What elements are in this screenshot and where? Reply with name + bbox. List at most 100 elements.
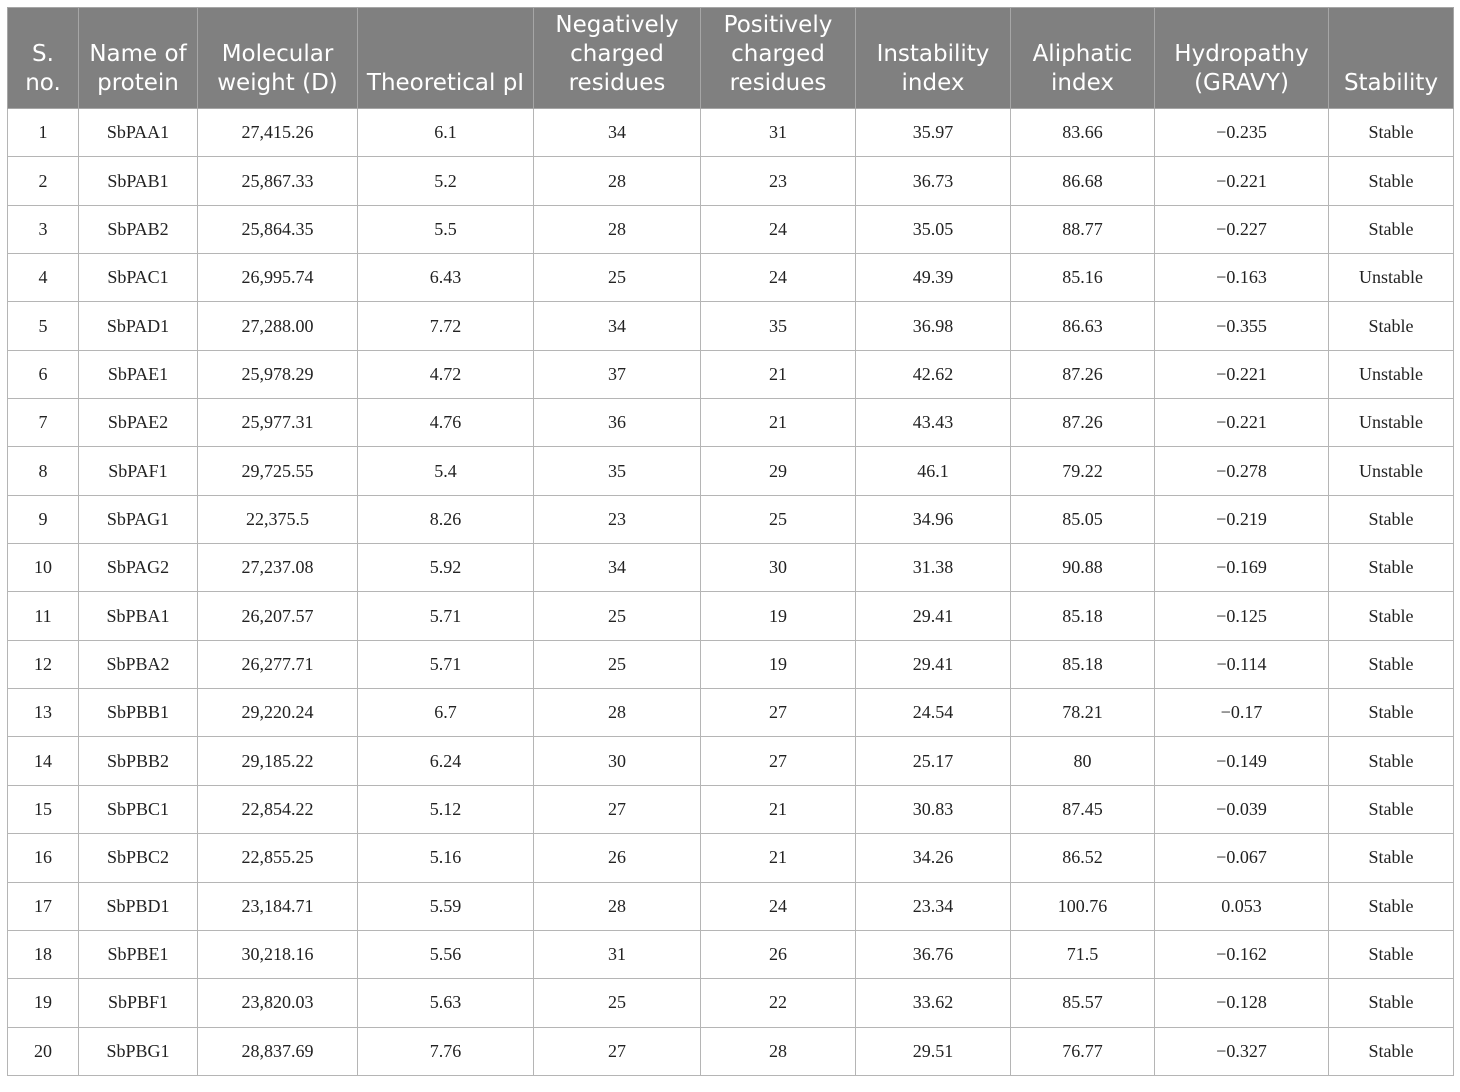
cell-hydropathy: −0.327 — [1154, 1026, 1329, 1076]
cell-serial-number: 14 — [7, 736, 79, 786]
cell-positive-residues: 25 — [700, 494, 856, 545]
cell-protein-name: SbPAG1 — [78, 494, 198, 545]
cell-molecular-weight: 22,854.22 — [197, 784, 358, 835]
cell-aliphatic-index: 78.21 — [1010, 688, 1155, 738]
cell-theoretical-pi: 6.1 — [357, 107, 534, 158]
cell-serial-number: 19 — [7, 978, 79, 1028]
cell-positive-residues: 24 — [700, 204, 856, 255]
cell-aliphatic-index: 86.52 — [1010, 833, 1155, 883]
cell-protein-name: SbPBA2 — [78, 639, 198, 690]
cell-negative-residues: 28 — [533, 881, 701, 931]
cell-instability-index: 42.62 — [855, 349, 1011, 400]
cell-aliphatic-index: 85.57 — [1010, 978, 1155, 1028]
cell-serial-number: 13 — [7, 688, 79, 738]
cell-negative-residues: 25 — [533, 639, 701, 690]
protein-properties-table-container: S. no. Name of protein Molecular weight (D… — [7, 7, 1454, 1076]
table-row: 12 SbPBA2 26,277.71 5.71 25 19 29.41 85.18 −0.11… — [7, 639, 1454, 690]
cell-molecular-weight: 29,185.22 — [197, 736, 358, 786]
cell-molecular-weight: 23,184.71 — [197, 881, 358, 931]
cell-instability-index: 36.73 — [855, 156, 1011, 206]
cell-theoretical-pi: 5.92 — [357, 543, 534, 593]
cell-negative-residues: 30 — [533, 736, 701, 786]
cell-positive-residues: 35 — [700, 301, 856, 351]
cell-instability-index: 29.41 — [855, 591, 1011, 641]
cell-theoretical-pi: 5.59 — [357, 881, 534, 931]
cell-positive-residues: 19 — [700, 591, 856, 641]
cell-molecular-weight: 26,207.57 — [197, 591, 358, 641]
cell-aliphatic-index: 79.22 — [1010, 446, 1155, 496]
cell-hydropathy: −0.162 — [1154, 929, 1329, 980]
cell-positive-residues: 24 — [700, 253, 856, 303]
cell-serial-number: 10 — [7, 543, 79, 593]
cell-instability-index: 35.05 — [855, 204, 1011, 255]
cell-instability-index: 36.98 — [855, 301, 1011, 351]
table-row: 18 SbPBE1 30,218.16 5.56 31 26 36.76 71.5 −0.162… — [7, 929, 1454, 980]
column-header-theoretical-pi: Theoretical pI — [357, 7, 534, 109]
cell-positive-residues: 24 — [700, 881, 856, 931]
cell-serial-number: 11 — [7, 591, 79, 641]
cell-stability: Unstable — [1328, 349, 1454, 400]
table-row: 9 SbPAG1 22,375.5 8.26 23 25 34.96 85.05 −0.219 S… — [7, 494, 1454, 545]
cell-hydropathy: −0.235 — [1154, 107, 1329, 158]
cell-protein-name: SbPAD1 — [78, 301, 198, 351]
cell-theoretical-pi: 5.5 — [357, 204, 534, 255]
cell-aliphatic-index: 86.68 — [1010, 156, 1155, 206]
cell-positive-residues: 19 — [700, 639, 856, 690]
cell-aliphatic-index: 100.76 — [1010, 881, 1155, 931]
cell-protein-name: SbPAG2 — [78, 543, 198, 593]
cell-negative-residues: 34 — [533, 301, 701, 351]
cell-negative-residues: 28 — [533, 156, 701, 206]
cell-serial-number: 12 — [7, 639, 79, 690]
cell-theoretical-pi: 6.43 — [357, 253, 534, 303]
cell-hydropathy: −0.163 — [1154, 253, 1329, 303]
table-row: 2 SbPAB1 25,867.33 5.2 28 23 36.73 86.68 −0.221 S… — [7, 156, 1454, 206]
cell-negative-residues: 34 — [533, 107, 701, 158]
cell-instability-index: 34.96 — [855, 494, 1011, 545]
cell-serial-number: 15 — [7, 784, 79, 835]
cell-instability-index: 36.76 — [855, 929, 1011, 980]
table-row: 10 SbPAG2 27,237.08 5.92 34 30 31.38 90.88 −0.16… — [7, 543, 1454, 593]
cell-aliphatic-index: 85.18 — [1010, 639, 1155, 690]
cell-protein-name: SbPBG1 — [78, 1026, 198, 1076]
cell-negative-residues: 35 — [533, 446, 701, 496]
cell-negative-residues: 37 — [533, 349, 701, 400]
cell-hydropathy: −0.355 — [1154, 301, 1329, 351]
cell-theoretical-pi: 7.72 — [357, 301, 534, 351]
cell-protein-name: SbPBE1 — [78, 929, 198, 980]
cell-instability-index: 23.34 — [855, 881, 1011, 931]
cell-negative-residues: 25 — [533, 253, 701, 303]
cell-instability-index: 29.41 — [855, 639, 1011, 690]
column-header-negative-residues: Negatively charged residues — [533, 7, 701, 109]
cell-positive-residues: 21 — [700, 784, 856, 835]
cell-stability: Stable — [1328, 833, 1454, 883]
cell-hydropathy: −0.227 — [1154, 204, 1329, 255]
cell-stability: Unstable — [1328, 398, 1454, 448]
table-row: 1 SbPAA1 27,415.26 6.1 34 31 35.97 83.66 −0.235 S… — [7, 107, 1454, 158]
cell-serial-number: 7 — [7, 398, 79, 448]
cell-protein-name: SbPBC1 — [78, 784, 198, 835]
cell-hydropathy: −0.039 — [1154, 784, 1329, 835]
cell-molecular-weight: 27,288.00 — [197, 301, 358, 351]
cell-negative-residues: 26 — [533, 833, 701, 883]
table-row: 7 SbPAE2 25,977.31 4.76 36 21 43.43 87.26 −0.221… — [7, 398, 1454, 448]
cell-protein-name: SbPBF1 — [78, 978, 198, 1028]
cell-molecular-weight: 25,977.31 — [197, 398, 358, 448]
cell-hydropathy: −0.17 — [1154, 688, 1329, 738]
cell-protein-name: SbPAB1 — [78, 156, 198, 206]
cell-theoretical-pi: 5.56 — [357, 929, 534, 980]
cell-negative-residues: 23 — [533, 494, 701, 545]
cell-stability: Stable — [1328, 204, 1454, 255]
cell-molecular-weight: 23,820.03 — [197, 978, 358, 1028]
cell-instability-index: 49.39 — [855, 253, 1011, 303]
cell-stability: Stable — [1328, 107, 1454, 158]
table-row: 13 SbPBB1 29,220.24 6.7 28 27 24.54 78.21 −0.17 S… — [7, 688, 1454, 738]
cell-protein-name: SbPAE1 — [78, 349, 198, 400]
cell-hydropathy: −0.149 — [1154, 736, 1329, 786]
cell-theoretical-pi: 7.76 — [357, 1026, 534, 1076]
cell-molecular-weight: 25,864.35 — [197, 204, 358, 255]
cell-stability: Stable — [1328, 494, 1454, 545]
cell-serial-number: 18 — [7, 929, 79, 980]
cell-negative-residues: 27 — [533, 1026, 701, 1076]
cell-aliphatic-index: 86.63 — [1010, 301, 1155, 351]
cell-serial-number: 8 — [7, 446, 79, 496]
